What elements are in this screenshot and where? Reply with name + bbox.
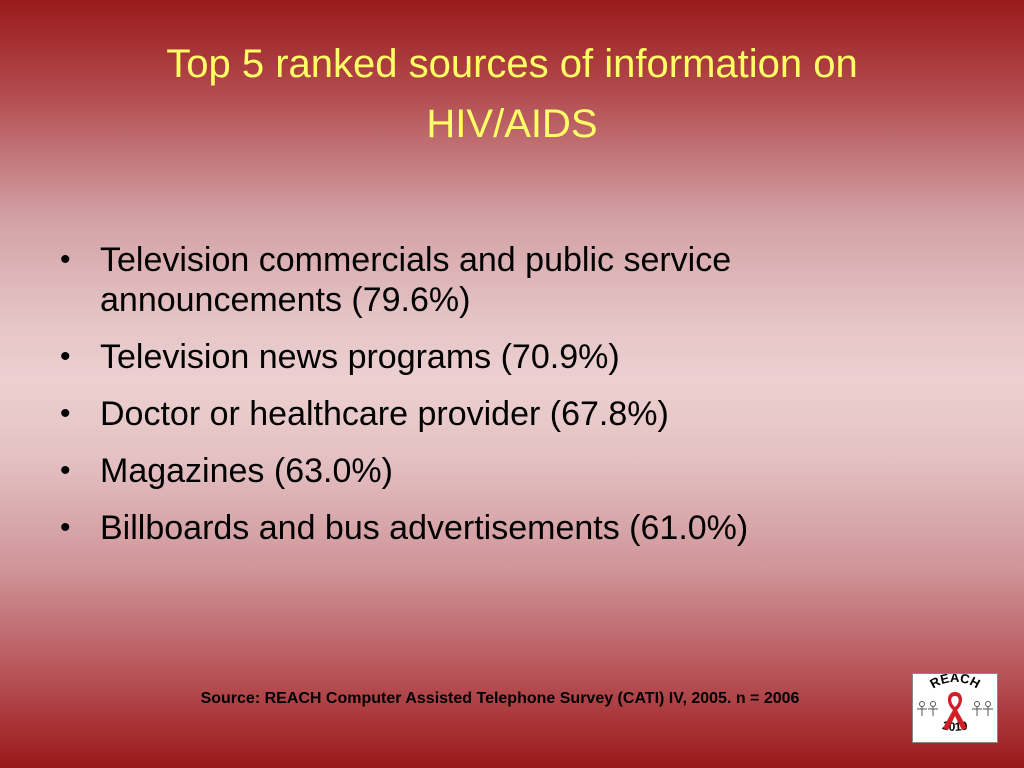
bullet-item: • Doctor or healthcare provider (67.8%) — [56, 394, 956, 434]
bullet-text: Television commercials and public servic… — [100, 241, 732, 319]
logo-top-text: REACH — [927, 674, 982, 691]
bullet-dot-icon: • — [60, 511, 71, 544]
bullet-dot-icon: • — [60, 243, 71, 276]
bullet-dot-icon: • — [60, 397, 71, 430]
slide-title-line-2: HIV/AIDS — [426, 102, 598, 146]
reach-logo-graphic: REACH 2010 — [917, 674, 993, 734]
people-figures-icon — [917, 701, 993, 716]
bullet-dot-icon: • — [60, 340, 71, 373]
bullet-item: • Television commercials and public servi… — [56, 240, 956, 320]
bullet-text: Television news programs (70.9%) — [100, 338, 620, 376]
bullet-text: Doctor or healthcare provider (67.8%) — [100, 395, 669, 433]
bullet-text: Billboards and bus advertisements (61.0%… — [100, 509, 749, 547]
bullet-item: • Magazines (63.0%) — [56, 451, 956, 491]
reach-2010-logo: REACH 2010 — [912, 673, 998, 743]
bullet-item: • Billboards and bus advertisements (61.0… — [56, 508, 956, 548]
source-citation: Source: REACH Computer Assisted Telephon… — [200, 690, 800, 707]
bullet-dot-icon: • — [60, 454, 71, 487]
bullet-item: • Television news programs (70.9%) — [56, 337, 956, 377]
red-ribbon-icon — [943, 692, 967, 730]
bullet-text: Magazines (63.0%) — [100, 452, 393, 490]
slide-title-line-1: Top 5 ranked sources of information on — [166, 42, 858, 86]
slide-title: Top 5 ranked sources of information on H… — [0, 34, 1024, 154]
bullet-list: • Television commercials and public servi… — [56, 240, 956, 565]
